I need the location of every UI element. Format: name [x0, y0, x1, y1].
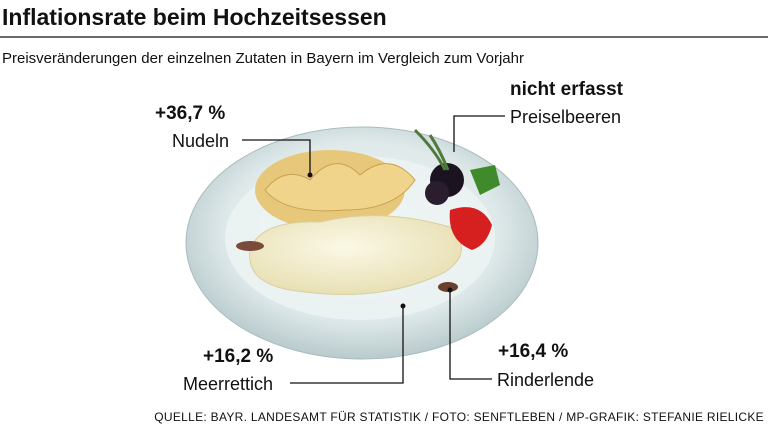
- callout-label: Rinderlende: [497, 370, 594, 390]
- callout-label: Meerrettich: [183, 374, 273, 394]
- subtitle: Preisveränderungen der einzelnen Zutaten…: [2, 50, 524, 67]
- leader-lines: [242, 115, 505, 384]
- callout-value: +36,7 %: [155, 103, 225, 124]
- photo: [185, 126, 539, 360]
- callout-value: +16,2 %: [203, 346, 273, 367]
- callout-label: Preiselbeeren: [510, 107, 621, 127]
- title: Inflationsrate beim Hochzeitsessen: [2, 4, 387, 30]
- callout-value: +16,4 %: [498, 341, 568, 362]
- source: QUELLE: BAYR. LANDESAMT FÜR STATISTIK / …: [154, 410, 764, 424]
- callout-label: Nudeln: [172, 131, 229, 151]
- callout-value: nicht erfasst: [510, 79, 624, 100]
